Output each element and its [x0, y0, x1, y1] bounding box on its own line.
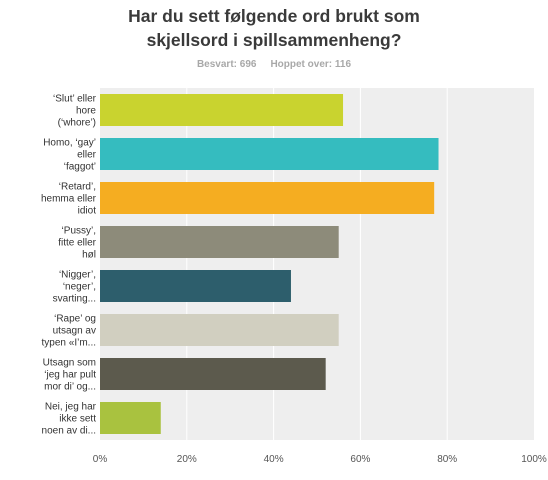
category-label-line: fitte eller [55, 238, 96, 249]
bar-6 [100, 314, 339, 346]
category-label-line: ‘jeg har pult [42, 370, 97, 381]
category-label-line: typen «I’m... [39, 338, 96, 349]
bar-4 [100, 226, 339, 258]
category-label-line: hemma eller [38, 194, 96, 205]
category-label-line: utsagn av [50, 326, 96, 337]
category-label-5: ‘Nigger’, ‘neger’, svarting... [50, 270, 96, 305]
category-label-6: ‘Rape’ og utsagn av typen «I’m... [39, 314, 96, 349]
category-label-line: ‘neger’, [60, 282, 96, 293]
category-label-line: Utsagn som [43, 358, 96, 369]
category-label-2: Homo, ‘gay’ eller ‘faggot’ [43, 138, 96, 173]
x-tick-label-20: 20% [177, 454, 197, 465]
category-label-line: ikke sett [57, 414, 97, 425]
category-label-7: Utsagn som ‘jeg har pult mor di’ og... [41, 358, 96, 393]
category-label-line: mor di’ og... [41, 382, 96, 393]
category-label-line: idiot [75, 206, 96, 217]
category-label-line: hore [73, 106, 96, 117]
category-label-line: noen av di... [39, 426, 96, 437]
category-label-line: ‘Retard’, [59, 182, 96, 193]
category-label-8: Nei, jeg har ikke sett noen av di... [39, 402, 97, 437]
bar-8 [100, 402, 161, 434]
category-label-line: ‘Nigger’, [59, 270, 96, 281]
category-label-line: eller [74, 150, 96, 161]
category-label-1: ‘Slut’ eller hore (‘whore’) [53, 94, 97, 129]
bar-7 [100, 358, 326, 390]
x-axis-tick-labels: 0% 20% 40% 60% 80% 100% [93, 454, 547, 465]
category-label-line: ‘faggot’ [61, 162, 96, 173]
x-tick-label-60: 60% [350, 454, 370, 465]
category-labels: ‘Slut’ eller hore (‘whore’) Homo, ‘gay’ e… [38, 94, 96, 437]
category-label-line: ‘Rape’ og [54, 314, 96, 325]
category-label-line: (‘whore’) [55, 118, 96, 129]
category-label-line: svarting... [50, 294, 96, 305]
skipped-count: Hoppet over: 116 [270, 59, 352, 70]
category-label-line: Nei, jeg har [45, 402, 97, 413]
category-label-4: ‘Pussy’, fitte eller høl [55, 226, 96, 261]
category-label-line: ‘Slut’ eller [53, 94, 97, 105]
answered-count: Besvart: 696 [196, 59, 257, 70]
x-tick-label-100: 100% [521, 454, 547, 465]
x-tick-label-40: 40% [264, 454, 284, 465]
bar-2 [100, 138, 439, 170]
category-label-line: Homo, ‘gay’ [43, 138, 96, 149]
category-label-line: høl [79, 250, 96, 261]
response-summary: Besvart: 696 Hoppet over: 116 [0, 59, 548, 71]
category-label-3: ‘Retard’, hemma eller idiot [38, 182, 96, 217]
x-tick-label-80: 80% [437, 454, 457, 465]
bars [100, 94, 439, 434]
chart-title: Har du sett følgende ord brukt som skjel… [128, 6, 420, 50]
x-tick-label-0: 0% [93, 454, 108, 465]
category-label-line: ‘Pussy’, [62, 226, 96, 237]
bar-3 [100, 182, 435, 214]
bar-1 [100, 94, 344, 126]
bar-5 [100, 270, 291, 302]
